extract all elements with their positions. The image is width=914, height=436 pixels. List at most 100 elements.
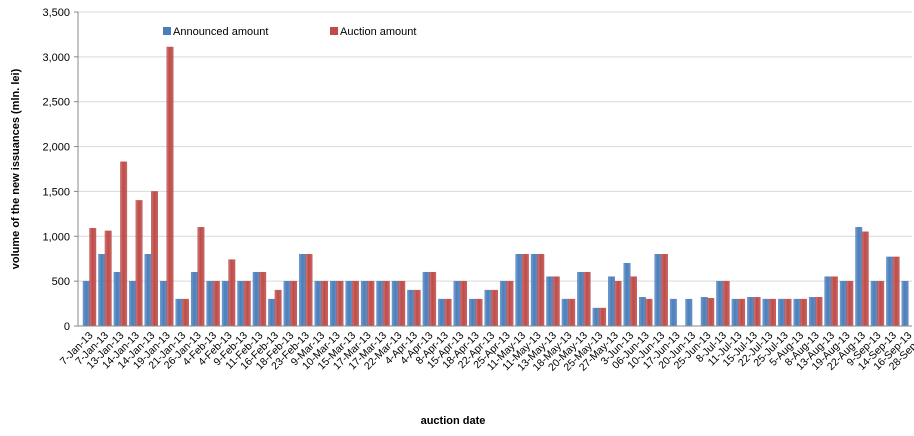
bar-auction-amount	[460, 280, 467, 327]
bar-auction-amount	[151, 191, 159, 327]
y-tick-label: 1,500	[42, 186, 70, 198]
bar-auction-amount	[259, 271, 267, 327]
bar-announced-amount	[469, 298, 476, 327]
bar-auction-amount	[722, 280, 730, 327]
bar-announced-amount	[654, 254, 662, 327]
bar-announced-amount	[762, 298, 770, 327]
bar-announced-amount	[190, 271, 198, 327]
bar-auction-amount	[429, 271, 437, 327]
bar-auction-amount	[877, 280, 885, 327]
bar-announced-amount	[855, 227, 863, 327]
bar-auction-amount	[228, 259, 236, 327]
bar-auction-amount	[290, 280, 298, 327]
bar-announced-amount	[376, 280, 384, 327]
bar-announced-amount	[360, 280, 368, 327]
bar-auction-amount	[398, 280, 406, 327]
bar-auction-amount	[552, 276, 560, 327]
y-tick-label: 500	[52, 276, 70, 288]
bar-announced-amount	[268, 298, 276, 327]
bar-announced-amount	[221, 280, 229, 327]
bar-auction-amount	[830, 276, 838, 327]
bar-auction-amount	[769, 298, 776, 327]
bar-announced-amount	[314, 280, 322, 327]
bar-auction-amount	[212, 280, 220, 327]
bar-announced-amount	[747, 297, 755, 327]
bar-announced-amount	[237, 280, 245, 327]
bar-auction-amount	[815, 297, 823, 327]
bar-announced-amount	[499, 280, 507, 327]
bar-auction-amount	[892, 256, 900, 327]
bar-auction-amount	[135, 200, 143, 327]
bar-announced-amount	[345, 280, 353, 327]
bar-announced-amount	[484, 289, 492, 327]
bar-auction-amount	[181, 298, 189, 327]
bar-announced-amount	[577, 271, 585, 327]
bar-auction-amount	[599, 307, 607, 327]
bar-auction-amount	[104, 230, 112, 327]
bar-announced-amount	[808, 297, 816, 327]
bar-auction-amount	[645, 298, 653, 327]
bar-announced-amount	[98, 254, 106, 327]
bar-announced-amount	[546, 276, 554, 327]
bar-auction-amount	[506, 280, 514, 327]
bar-auction-amount	[89, 228, 97, 327]
y-tick-label: 1,000	[42, 231, 70, 243]
bar-auction-amount	[738, 298, 746, 327]
bar-announced-amount	[407, 289, 415, 327]
bar-announced-amount	[608, 276, 615, 327]
bar-announced-amount	[886, 256, 894, 327]
bar-announced-amount	[422, 271, 430, 327]
bar-announced-amount	[839, 280, 847, 327]
bar-announced-amount	[129, 280, 137, 327]
bar-auction-amount	[568, 298, 576, 327]
bar-auction-amount	[846, 280, 854, 327]
bar-auction-amount	[274, 289, 282, 327]
bar-auction-amount	[537, 254, 545, 327]
bar-announced-amount	[438, 298, 446, 327]
bar-announced-amount	[530, 254, 538, 327]
bar-auction-amount	[583, 271, 591, 327]
bar-auction-amount	[753, 297, 761, 327]
x-axis-title: auction date	[421, 415, 486, 427]
bar-announced-amount	[330, 280, 337, 327]
bar-auction-amount	[305, 254, 313, 327]
bar-auction-amount	[475, 298, 483, 327]
bar-auction-amount	[120, 161, 128, 327]
bar-announced-amount	[299, 254, 306, 327]
bar-announced-amount	[113, 271, 121, 327]
bar-announced-amount	[824, 276, 832, 327]
bar-announced-amount	[561, 298, 569, 327]
axes	[77, 12, 912, 327]
bar-announced-amount	[639, 297, 646, 327]
bar-announced-amount	[623, 263, 631, 327]
bar-announced-amount	[793, 298, 801, 327]
y-tick-label: 2,500	[42, 97, 70, 109]
bars	[82, 46, 909, 327]
bar-auction-amount	[444, 298, 452, 327]
bar-announced-amount	[700, 297, 708, 327]
bar-announced-amount	[778, 298, 785, 327]
bar-announced-amount	[685, 298, 693, 327]
bar-auction-amount	[197, 227, 205, 327]
legend-label: Auction amount	[340, 26, 416, 38]
bar-auction-amount	[521, 254, 529, 327]
bar-auction-amount	[166, 46, 174, 327]
bar-auction-amount	[800, 298, 807, 327]
y-tick-label: 3,500	[42, 7, 70, 19]
bar-announced-amount	[870, 280, 878, 327]
bar-auction-amount	[321, 280, 328, 327]
bar-auction-amount	[243, 280, 251, 327]
y-tick-label: 2,000	[42, 142, 70, 154]
bar-auction-amount	[367, 280, 375, 327]
bar-announced-amount	[515, 254, 523, 327]
bar-announced-amount	[592, 307, 600, 327]
bar-auction-amount	[660, 254, 668, 327]
bar-announced-amount	[82, 280, 90, 327]
bar-auction-amount	[707, 297, 715, 327]
bar-auction-amount	[351, 280, 359, 327]
bar-auction-amount	[491, 289, 498, 327]
bar-announced-amount	[160, 280, 167, 327]
x-tick-labels: 7-Jan-137-Jan-1313-Jan-1314-Jan-1314-Jan…	[58, 330, 914, 374]
